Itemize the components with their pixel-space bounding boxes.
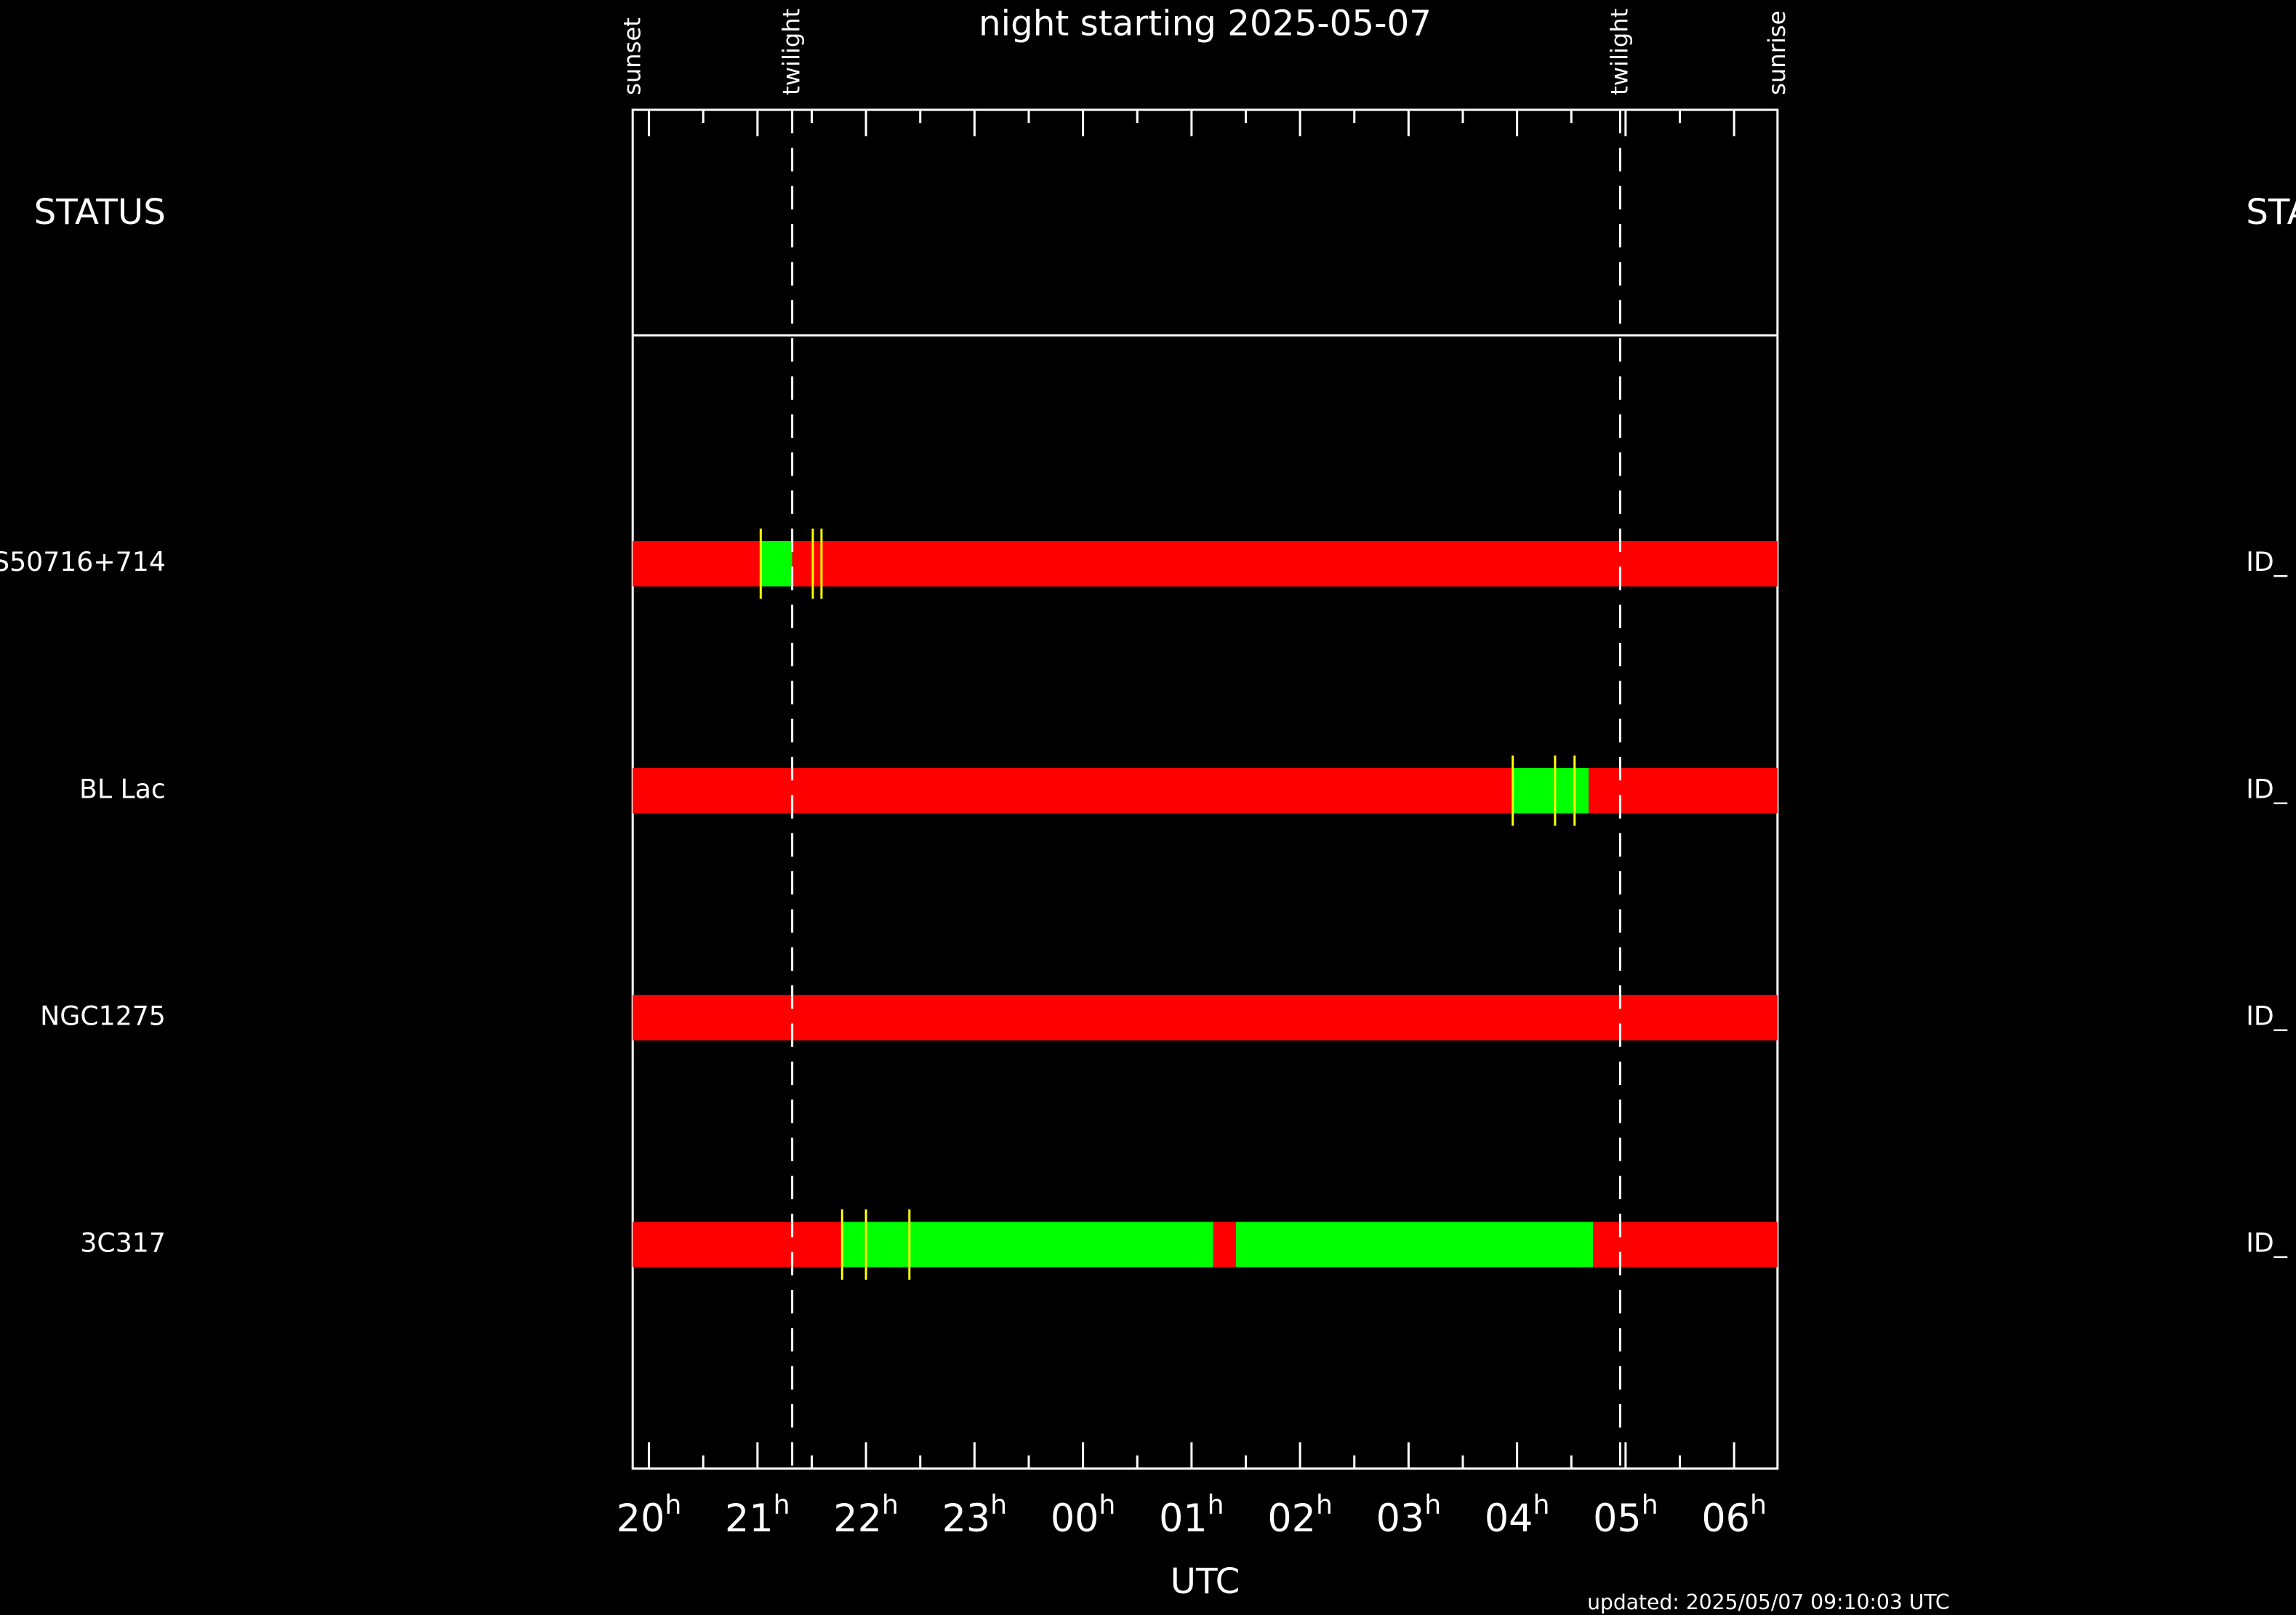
x-tick-label: 00h [1051,1489,1116,1541]
row-label: BL Lac [79,773,166,804]
x-tick-number: 20 [617,1496,665,1541]
x-tick-number: 23 [942,1496,991,1541]
row-id: ID_ [2246,1227,2288,1259]
x-tick-label: 23h [942,1489,1008,1541]
status-segment [633,1222,843,1267]
x-tick-label: 04h [1485,1489,1550,1541]
event-label: sunrise [1763,11,1791,95]
status-segment [1593,1222,1778,1267]
x-axis-label: UTC [1171,1561,1240,1602]
chart-title: night starting 2025-05-07 [979,3,1432,44]
updated-time: updated: 2025/05/07 09:10:03 UTC [1587,1590,1950,1614]
status-segment [633,995,1778,1041]
x-tick-number: 04 [1485,1496,1533,1541]
x-tick-unit: h [1642,1489,1658,1520]
x-tick-unit: h [1099,1489,1115,1520]
x-tick-unit: h [774,1489,790,1520]
x-tick-label: 05h [1593,1489,1658,1541]
x-tick-number: 02 [1267,1496,1316,1541]
x-tick-number: 06 [1701,1496,1750,1541]
status-segment [792,541,1778,587]
x-tick-unit: h [1750,1489,1767,1520]
status-segment [760,541,792,587]
row-id: ID_ [2246,546,2288,577]
status-segment [1213,1222,1237,1267]
event-label: twilight [778,9,806,95]
x-tick-unit: h [1316,1489,1333,1520]
x-tick-number: 22 [833,1496,882,1541]
row-id: ID_ [2246,773,2288,804]
x-tick-number: 01 [1159,1496,1208,1541]
x-tick-label: 21h [725,1489,790,1541]
row-id: ID_ [2246,1000,2288,1031]
x-tick-label: 02h [1267,1489,1333,1541]
status-label-right: STATUS [2246,192,2296,233]
row-label: 3C317 [80,1227,166,1259]
status-segment [633,541,761,587]
x-tick-label: 03h [1376,1489,1442,1541]
status-segment [633,768,1513,814]
x-tick-number: 21 [725,1496,774,1541]
status-segment [842,1222,1213,1267]
x-tick-unit: h [990,1489,1007,1520]
status-label: STATUS [34,192,166,233]
event-label: twilight [1605,9,1633,95]
event-label: sunset [618,17,646,95]
x-tick-label: 22h [833,1489,899,1541]
x-tick-number: 03 [1376,1496,1425,1541]
x-tick-number: 00 [1051,1496,1099,1541]
x-tick-label: 01h [1159,1489,1224,1541]
x-tick-unit: h [882,1489,899,1520]
x-tick-number: 05 [1593,1496,1642,1541]
x-tick-label: 20h [617,1489,682,1541]
x-tick-label: 06h [1701,1489,1767,1541]
x-tick-unit: h [1208,1489,1224,1520]
status-segment [1512,768,1589,814]
status-segment [1236,1222,1594,1267]
x-tick-unit: h [1533,1489,1549,1520]
x-tick-unit: h [665,1489,681,1520]
row-label: NGC1275 [40,1000,166,1031]
x-tick-unit: h [1424,1489,1441,1520]
row-label: S50716+714 [0,546,166,577]
status-segment [1589,768,1778,814]
